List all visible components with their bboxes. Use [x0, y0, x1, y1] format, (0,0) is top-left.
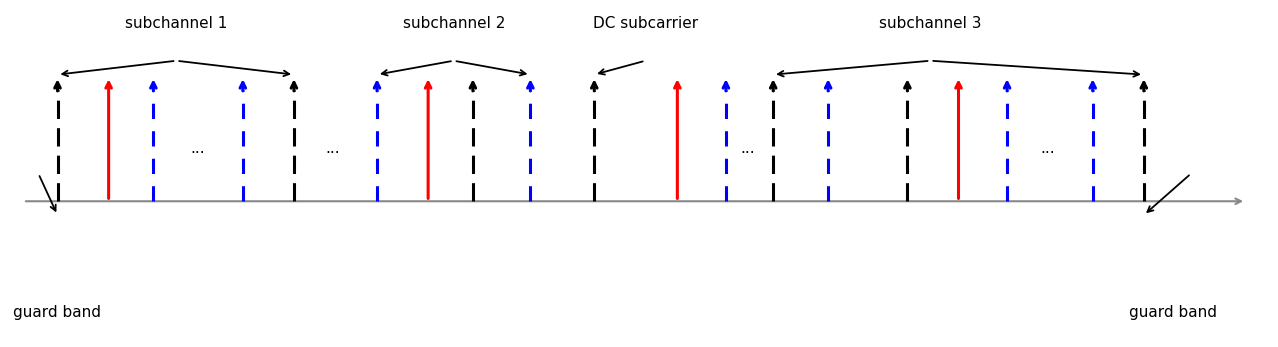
Text: guard band: guard band: [1128, 305, 1217, 320]
Text: DC subcarrier: DC subcarrier: [593, 16, 698, 31]
Text: ...: ...: [325, 141, 340, 156]
Text: subchannel 1: subchannel 1: [125, 16, 227, 31]
Text: subchannel 3: subchannel 3: [879, 16, 982, 31]
Text: subchannel 2: subchannel 2: [403, 16, 505, 31]
Text: ...: ...: [1040, 141, 1056, 156]
Text: ...: ...: [740, 141, 755, 156]
Text: guard band: guard band: [13, 305, 101, 320]
Text: ...: ...: [190, 141, 206, 156]
